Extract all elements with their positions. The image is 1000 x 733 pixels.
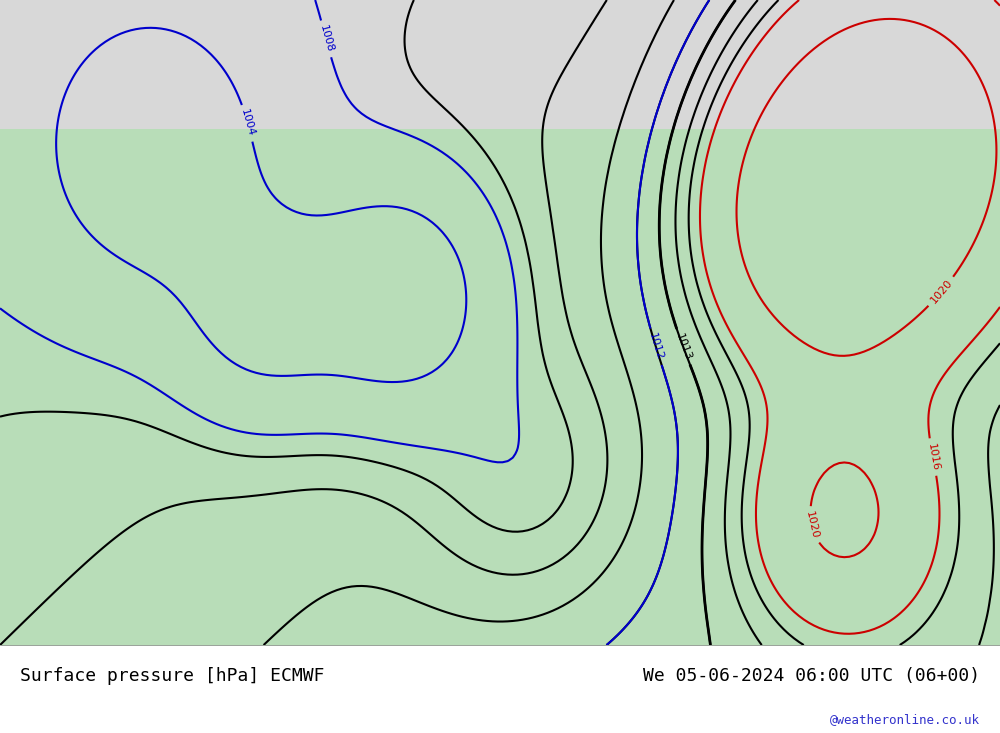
Text: 1012: 1012 xyxy=(647,332,665,362)
Text: 1004: 1004 xyxy=(239,108,256,138)
Bar xyxy=(0,0,1000,168)
Text: 1020: 1020 xyxy=(804,510,820,540)
Text: 1013: 1013 xyxy=(674,332,693,361)
Text: @weatheronline.co.uk: @weatheronline.co.uk xyxy=(830,713,980,726)
Text: 1020: 1020 xyxy=(928,278,954,306)
Text: 1008: 1008 xyxy=(318,24,335,54)
Text: Surface pressure [hPa] ECMWF: Surface pressure [hPa] ECMWF xyxy=(20,667,324,685)
Bar xyxy=(0,129,316,258)
Text: We 05-06-2024 06:00 UTC (06+00): We 05-06-2024 06:00 UTC (06+00) xyxy=(643,667,980,685)
Text: 1016: 1016 xyxy=(926,443,940,472)
FancyBboxPatch shape xyxy=(0,129,1000,645)
FancyBboxPatch shape xyxy=(0,0,1000,219)
